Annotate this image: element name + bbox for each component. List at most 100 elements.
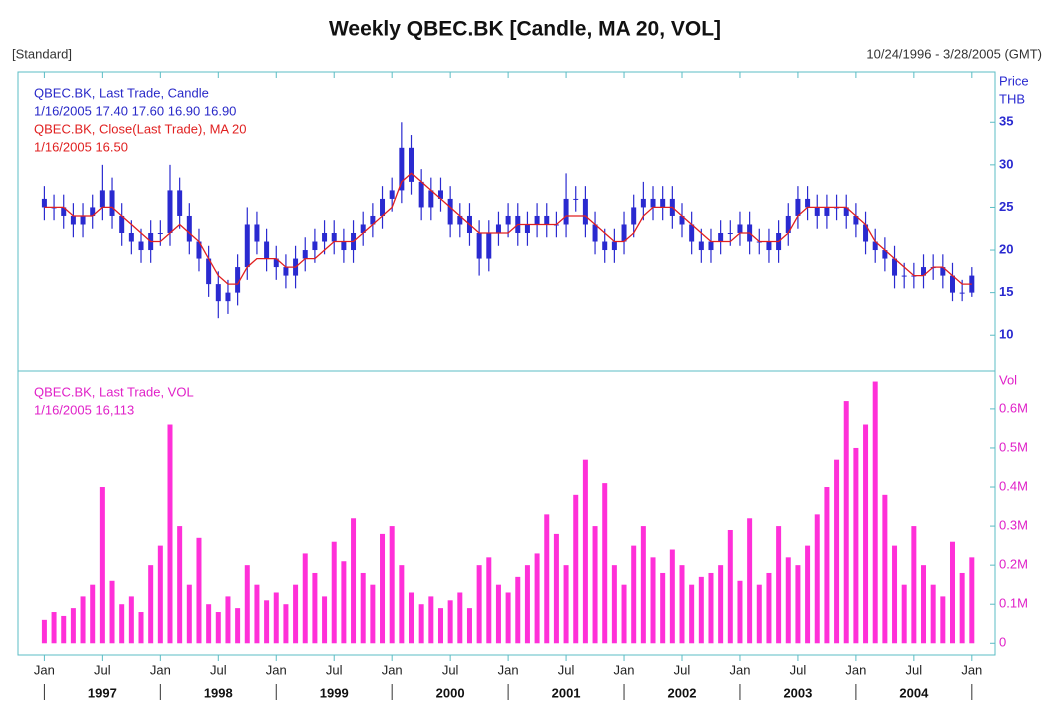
candle-body [651, 199, 656, 208]
y-tick-label: 20 [999, 241, 1013, 256]
candle-body [506, 216, 511, 225]
x-tick-label: Jan [845, 662, 866, 677]
volume-bar [303, 553, 308, 643]
candle-body [728, 233, 733, 234]
volume-bar [90, 585, 95, 644]
volume-bar [438, 608, 443, 643]
volume-bar [283, 604, 288, 643]
volume-bar [409, 592, 414, 643]
volume-bar [573, 495, 578, 643]
volume-bar [882, 495, 887, 643]
volume-bar [177, 526, 182, 643]
volume-bar [129, 596, 134, 643]
volume-bar [863, 425, 868, 644]
legend-text: 1/16/2005 16,113 [34, 402, 134, 417]
volume-bar [196, 538, 201, 643]
volume-bar [766, 573, 771, 643]
volume-bar [61, 616, 66, 643]
volume-bar [911, 526, 916, 643]
volume-bar [612, 565, 617, 643]
volume-bar [747, 518, 752, 643]
candle-body [535, 216, 540, 225]
candle-body [322, 233, 327, 242]
volume-bar [670, 550, 675, 644]
candle-body [689, 224, 694, 241]
y-tick-label: 0.3M [999, 518, 1028, 533]
candle-body [119, 216, 124, 233]
x-tick-label: Jul [442, 662, 459, 677]
candle-body [332, 233, 337, 242]
volume-bar [399, 565, 404, 643]
x-tick-label: Jan [266, 662, 287, 677]
legend-text: QBEC.BK, Last Trade, Candle [34, 85, 209, 100]
x-tick-label: Jan [729, 662, 750, 677]
volume-bar [341, 561, 346, 643]
candle-body [718, 233, 723, 242]
volume-bar [525, 565, 530, 643]
volume-bar [535, 553, 540, 643]
volume-bar [486, 557, 491, 643]
volume-bar [679, 565, 684, 643]
volume-bar [158, 546, 163, 644]
volume-bar [264, 600, 269, 643]
candle-body [612, 242, 617, 251]
chart-title: Weekly QBEC.BK [Candle, MA 20, VOL] [329, 18, 721, 41]
y-tick-label: 0.1M [999, 596, 1028, 611]
legend-text: 1/16/2005 17.40 17.60 16.90 16.90 [34, 103, 236, 118]
candle-body [583, 199, 588, 225]
candle-body [573, 199, 578, 200]
candle-body [902, 276, 907, 277]
volume-bar [593, 526, 598, 643]
candle-body [602, 242, 607, 251]
x-tick-label: Jul [210, 662, 227, 677]
volume-bar [940, 596, 945, 643]
volume-bar [824, 487, 829, 643]
volume-bar [950, 542, 955, 644]
candle-body [805, 199, 810, 208]
volume-bar [921, 565, 926, 643]
y-tick-label: 0.5M [999, 439, 1028, 454]
x-tick-label: Jan [382, 662, 403, 677]
volume-bar [254, 585, 259, 644]
candle-body [795, 199, 800, 216]
volume-bar [651, 557, 656, 643]
volume-bar [428, 596, 433, 643]
x-tick-label: Jul [558, 662, 575, 677]
subtitle-left: [Standard] [12, 46, 72, 61]
candle-body [177, 190, 182, 216]
volume-bar [361, 573, 366, 643]
x-tick-label: Jul [94, 662, 111, 677]
volume-bar [110, 581, 115, 644]
candle-body [312, 242, 317, 251]
x-tick-label: Jan [961, 662, 982, 677]
volume-bar [506, 592, 511, 643]
candle-body [390, 190, 395, 199]
candle-body [254, 224, 259, 241]
volume-bar [457, 592, 462, 643]
volume-bar [119, 604, 124, 643]
volume-bar [641, 526, 646, 643]
volume-bar [776, 526, 781, 643]
volume-bar [139, 612, 144, 643]
volume-bar [969, 557, 974, 643]
volume-bar [419, 604, 424, 643]
volume-bar [554, 534, 559, 643]
candle-body [477, 233, 482, 259]
candle-body [950, 276, 955, 293]
candle-body [699, 242, 704, 251]
candle-body [824, 207, 829, 216]
volume-bar [477, 565, 482, 643]
volume-bar [332, 542, 337, 644]
y-tick-label: 35 [999, 114, 1013, 129]
candle-body [399, 148, 404, 191]
volume-bar [757, 585, 762, 644]
volume-bar [370, 585, 375, 644]
candle-body [622, 224, 627, 241]
candle-body [525, 224, 530, 233]
x-tick-label: Jan [150, 662, 171, 677]
candle-body [139, 242, 144, 251]
year-label: 1998 [204, 685, 233, 700]
volume-bar [728, 530, 733, 643]
year-label: 2003 [783, 685, 812, 700]
subtitle-right: 10/24/1996 - 3/28/2005 (GMT) [866, 46, 1042, 61]
